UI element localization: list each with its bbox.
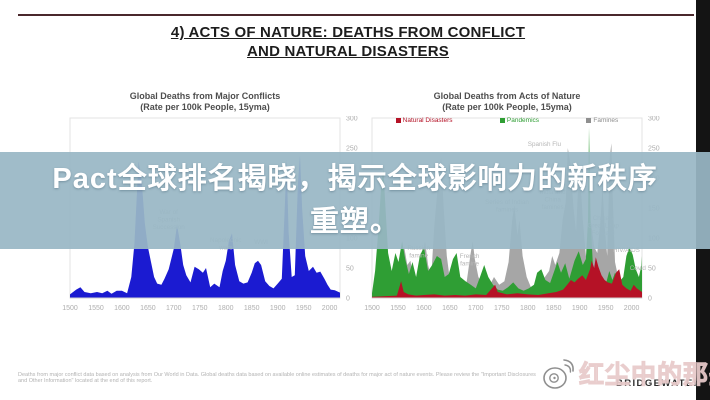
watermark-text: 红尘中的那些事 — [578, 361, 710, 390]
svg-text:2000: 2000 — [322, 305, 338, 312]
page-title-line2: AND NATURAL DISASTERS — [247, 43, 449, 60]
svg-text:1500: 1500 — [62, 305, 78, 312]
legend-label: Pandemics — [506, 117, 540, 124]
legend-swatch — [395, 118, 401, 123]
footer-disclaimer: Deaths from major conflict data based on… — [18, 372, 536, 384]
svg-text:1950: 1950 — [598, 305, 614, 312]
legend-label: Natural Disasters — [402, 117, 453, 124]
page-title: 4) ACTS OF NATURE: DEATHS FROM CONFLICT … — [0, 23, 696, 61]
svg-text:1750: 1750 — [192, 305, 208, 312]
legend-swatch — [499, 118, 505, 123]
legend-label: Famines — [593, 117, 619, 124]
top-divider-rule — [18, 14, 694, 16]
svg-text:1750: 1750 — [494, 305, 510, 312]
svg-text:1700: 1700 — [468, 305, 484, 312]
overlay-banner: Pact全球排名揭晓，揭示全球影响力的新秩序 重塑。 — [0, 152, 710, 249]
overlay-text-line1: Pact全球排名揭晓，揭示全球影响力的新秩序 — [52, 162, 658, 195]
conflicts-chart-subtitle: (Rate per 100k People, 15yma) — [140, 102, 270, 112]
svg-text:1550: 1550 — [88, 305, 104, 312]
legend-item: Famines — [586, 117, 618, 124]
svg-text:1950: 1950 — [296, 305, 312, 312]
conflicts-chart-title: Global Deaths from Major Conflicts — [129, 91, 281, 101]
svg-text:2000: 2000 — [624, 305, 640, 312]
acts-of-nature-chart-title: Global Deaths from Acts of Nature — [433, 91, 581, 101]
svg-text:50: 50 — [346, 266, 354, 273]
svg-text:300: 300 — [648, 116, 660, 123]
svg-text:250: 250 — [346, 146, 358, 153]
legend-item: Natural Disasters — [395, 117, 453, 124]
acts-of-nature-chart-subtitle: (Rate per 100k People, 15yma) — [442, 102, 572, 112]
watermark: 红尘中的那些事 — [541, 354, 710, 392]
svg-text:50: 50 — [648, 266, 656, 273]
svg-text:HIV/AIDS: HIV/AIDS — [613, 247, 640, 254]
svg-text:1550: 1550 — [390, 305, 406, 312]
svg-text:0: 0 — [346, 296, 350, 303]
svg-text:1700: 1700 — [166, 305, 182, 312]
svg-text:1650: 1650 — [140, 305, 156, 312]
svg-text:1800: 1800 — [520, 305, 536, 312]
svg-text:1600: 1600 — [416, 305, 432, 312]
svg-text:1600: 1600 — [114, 305, 130, 312]
svg-text:1900: 1900 — [270, 305, 286, 312]
svg-text:1850: 1850 — [244, 305, 260, 312]
svg-text:0: 0 — [648, 296, 652, 303]
overlay-text-line2: 重塑。 — [309, 205, 400, 238]
svg-text:250: 250 — [648, 146, 660, 153]
svg-text:1850: 1850 — [546, 305, 562, 312]
svg-text:Covid: Covid — [630, 265, 647, 272]
svg-text:1800: 1800 — [218, 305, 234, 312]
svg-text:300: 300 — [346, 116, 358, 123]
brand-logo: BRIDGEWATER — [616, 378, 702, 389]
svg-text:1900: 1900 — [572, 305, 588, 312]
acts-of-nature-chart-legend: Natural Disasters Pandemics Famines — [372, 117, 642, 124]
legend-swatch — [586, 118, 592, 123]
weibo-icon — [543, 359, 574, 389]
svg-text:1650: 1650 — [442, 305, 458, 312]
legend-item: Pandemics — [499, 117, 540, 124]
svg-text:Spanish Flu: Spanish Flu — [528, 141, 562, 148]
svg-text:1500: 1500 — [364, 305, 380, 312]
page-title-line1: 4) ACTS OF NATURE: DEATHS FROM CONFLICT — [170, 24, 526, 41]
